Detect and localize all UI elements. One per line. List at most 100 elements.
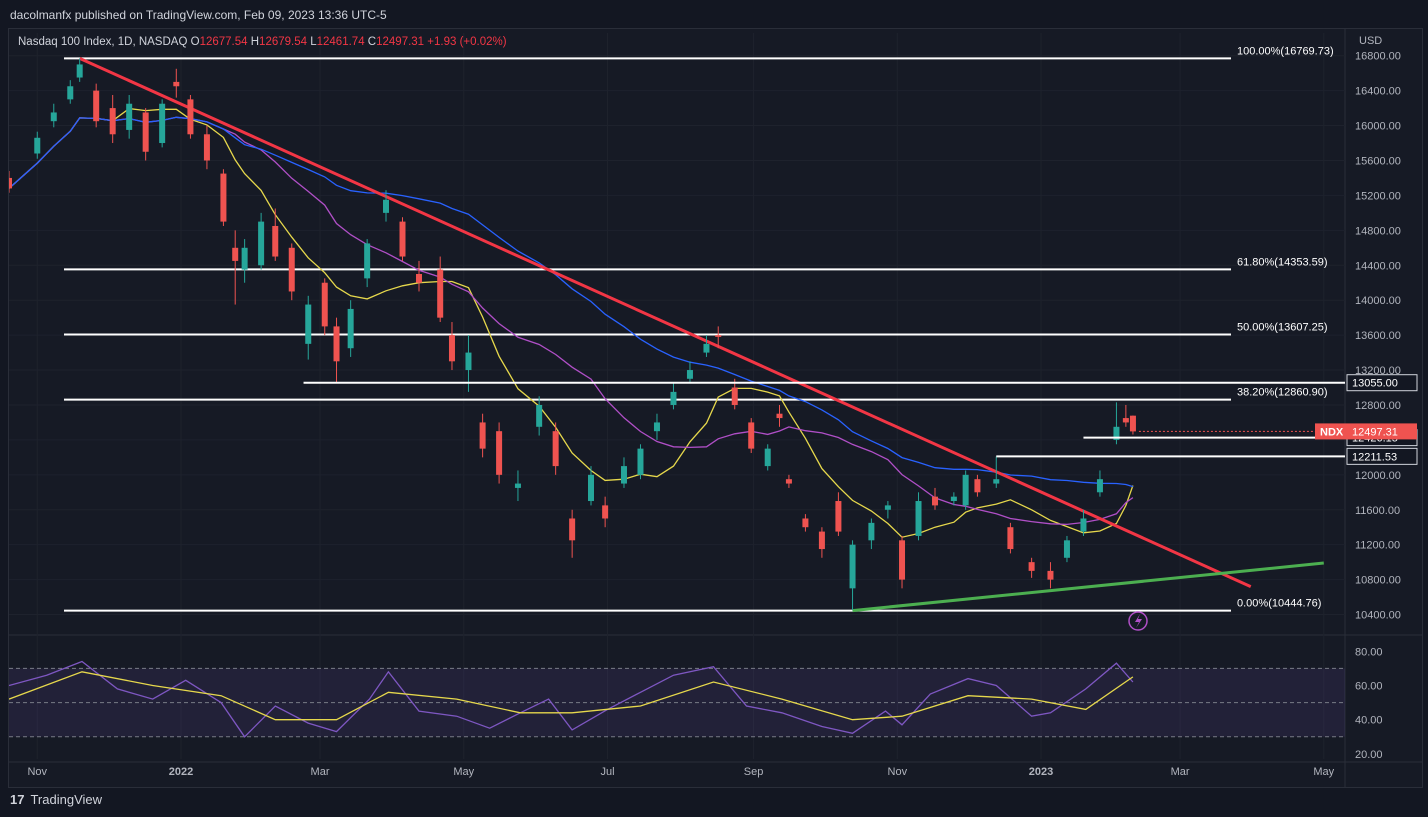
candle-body [818,531,825,550]
x-tick-label: Mar [311,766,330,778]
candle-body [637,448,644,475]
candle-body [347,308,354,349]
candle-body [383,199,390,213]
candle-body [305,304,312,344]
y-tick-label: 16400.00 [1355,86,1401,98]
last-price-label: 12497.31 [1352,426,1398,438]
x-tick-label: Sep [744,766,764,778]
legend-change: +1.93 (+0.02%) [427,36,507,48]
candle-body [962,474,969,506]
candle-body [915,501,922,536]
candle-body [465,352,472,371]
candle-body [241,247,248,270]
candle-body [288,247,295,292]
legend-close-value: 12497.31 [376,36,425,48]
candle-body [272,225,279,257]
candle-body [670,391,677,405]
legend-low-value: 12461.74 [316,36,365,48]
candle-body [67,86,74,100]
y-tick-label: 16000.00 [1355,121,1401,133]
candle-body [93,90,100,122]
candle-body [232,247,239,261]
candle-body [437,269,444,318]
candle-body [496,431,503,475]
candle-body [1080,518,1087,532]
fib-level-label: 50.00%(13607.25) [1237,321,1328,333]
candle-body [514,483,521,488]
candle-body [187,99,194,135]
candle-body [835,501,842,532]
candle-body [34,137,41,154]
rsi-y-tick-label: 20.00 [1355,749,1383,761]
downtrend-line [79,56,1252,588]
candle-body [109,108,116,135]
currency-label: USD [1359,35,1382,47]
y-tick-label: 14400.00 [1355,260,1401,272]
chart-panel[interactable]: 16800.00 16400.00 16000.00 15600.00 15200.00… [8,28,1423,788]
rsi-signal-line [9,671,1134,721]
rsi-y-tick-label: 80.00 [1355,646,1383,658]
x-tick-label: May [453,766,474,778]
candle-body [974,479,981,493]
y-tick-label: 14000.00 [1355,295,1401,307]
y-tick-label: 10800.00 [1355,575,1401,587]
candle-body [950,496,957,502]
level-label-box [1346,374,1418,392]
legend-symbol: Nasdaq 100 Index, 1D, NASDAQ [18,36,188,48]
candle-body [203,134,210,161]
moving-average-line [9,116,1134,488]
symbol-tag-label: NDX [1320,426,1344,438]
y-tick-label: 10400.00 [1355,610,1401,622]
candle-body [932,496,939,506]
symbol-legend: Nasdaq 100 Index, 1D, NASDAQ O12677.54 H… [18,36,507,48]
legend-high-label: H [250,36,260,48]
candle-body [1122,418,1129,423]
level-label: 12211.53 [1352,451,1397,463]
candle-body [142,112,149,152]
candle-body [399,221,406,257]
candle-body [686,370,693,379]
candle-body [76,64,83,78]
candle-body [1113,426,1120,440]
candle-body [1129,415,1136,432]
level-label: 13055.00 [1352,378,1398,390]
candle-body [715,335,722,337]
y-tick-label: 15200.00 [1355,190,1401,202]
price-pane [9,29,1422,632]
candle-body [569,518,576,541]
rsi-y-tick-label: 60.00 [1355,680,1383,692]
rsi-y-tick-label: 40.00 [1355,715,1383,727]
candle-body [884,505,891,510]
candle-body [220,173,227,222]
moving-average-line [9,107,1134,538]
footer-brand[interactable]: 17 TradingView [10,792,102,807]
legend-low-label: L [310,36,317,48]
candle-body [653,422,660,432]
candle-body [126,103,133,130]
candle-body [321,282,328,327]
candle-body [258,221,265,266]
x-tick-label: Nov [27,766,47,778]
chart-canvas[interactable]: 16800.00 16400.00 16000.00 15600.00 15200.00… [9,29,1422,787]
candle-body [899,540,906,580]
candle-body [1028,562,1035,571]
candle-body [748,422,755,449]
legend-open-label: O [190,36,200,48]
candle-body [159,103,166,144]
candle-body [536,404,543,427]
candle-body [993,479,1000,484]
y-tick-label: 12800.00 [1355,400,1401,412]
legend-close-label: C [367,36,377,48]
x-tick-label: May [1313,766,1334,778]
candle-body [1096,479,1103,493]
candle-body [785,479,792,484]
lightning-icon [1135,614,1142,628]
symbol-tag [1315,423,1347,440]
x-tick-label: 2022 [169,766,193,778]
x-tick-label: Nov [888,766,908,778]
y-tick-label: 12000.00 [1355,470,1401,482]
candle-body [703,343,710,353]
legend-open-value: 12677.54 [199,36,248,48]
candle-body [764,448,771,467]
level-label-box [1346,447,1418,465]
